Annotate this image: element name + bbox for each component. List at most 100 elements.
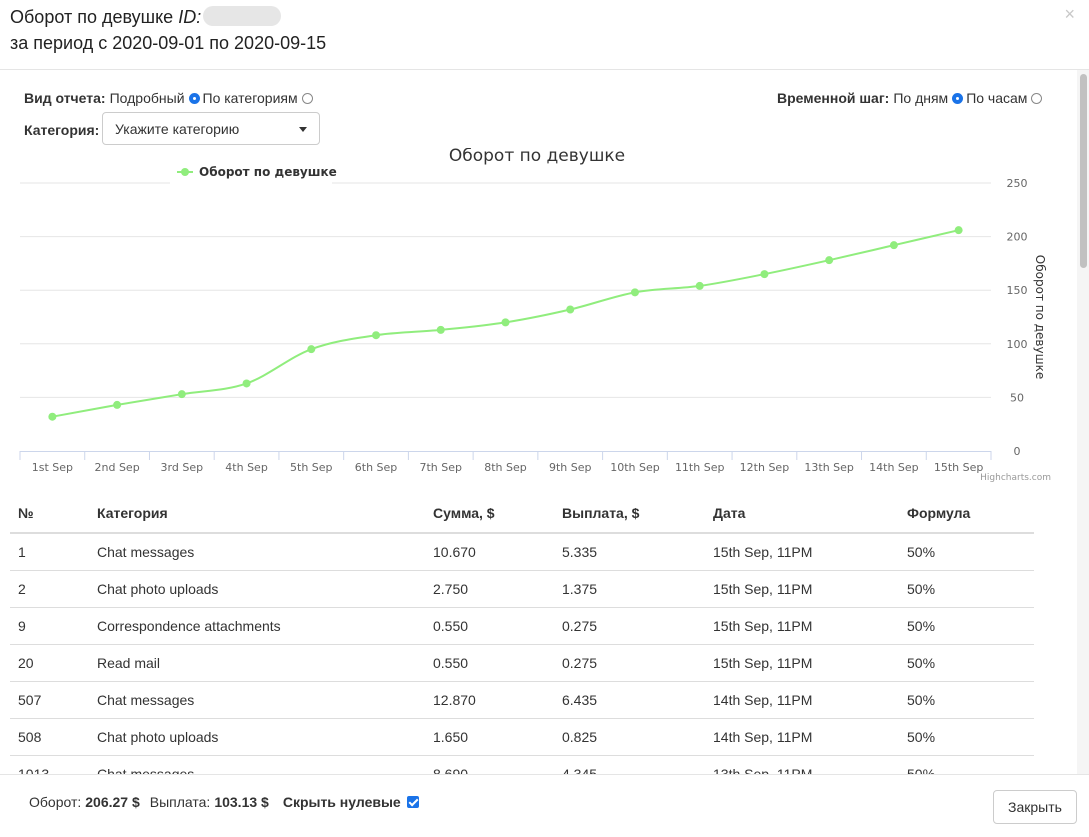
title-text: Оборот по девушке — [10, 7, 174, 27]
cell-formula: 50% — [899, 570, 1034, 608]
payout-label: Выплата: — [149, 794, 211, 810]
payout-value: 103.13 $ — [214, 794, 269, 810]
report-type-group: Вид отчета: Подробный По категориям — [24, 90, 316, 106]
y-tick-label: 100 — [1007, 338, 1028, 351]
data-point — [113, 400, 122, 409]
scrollbar-thumb[interactable] — [1080, 74, 1087, 268]
data-point — [372, 331, 381, 340]
time-option-hours-label[interactable]: По часам — [966, 90, 1028, 106]
x-tick-label: 11th Sep — [675, 461, 725, 474]
x-tick-label: 2nd Sep — [95, 461, 140, 474]
table-row: 507 Chat messages 12.870 6.435 14th Sep,… — [10, 681, 1034, 719]
turnover-chart: Оборот по девушке 0 50 100 150 200 250 1st Sep 2… — [19, 148, 1051, 483]
cell-sum: 2.750 — [425, 570, 554, 608]
cell-number: 1 — [10, 532, 89, 571]
cell-date: 15th Sep, 11PM — [705, 532, 899, 571]
time-option-hours-radio[interactable] — [1031, 92, 1043, 104]
category-label: Категория: — [24, 122, 100, 138]
cell-category: Chat messages — [89, 755, 425, 774]
cell-payout: 0.825 — [554, 718, 705, 756]
x-tick-label: 4th Sep — [225, 461, 268, 474]
table-row: 9 Correspondence attachments 0.550 0.275… — [10, 607, 1034, 645]
cell-number: 507 — [10, 681, 89, 719]
column-header-category[interactable]: Категория — [89, 494, 425, 534]
cell-number: 508 — [10, 718, 89, 756]
hide-zero-label[interactable]: Скрыть нулевые — [282, 794, 401, 810]
time-step-group: Временной шаг: По дням По часам — [777, 90, 1045, 106]
report-option-detailed-radio[interactable] — [188, 92, 200, 104]
data-point — [307, 345, 316, 354]
table-row: 508 Chat photo uploads 1.650 0.825 14th … — [10, 718, 1034, 756]
cell-sum: 0.550 — [425, 607, 554, 645]
category-select[interactable]: Укажите категорию — [102, 112, 320, 145]
cell-payout: 0.275 — [554, 644, 705, 682]
id-label: ID: — [178, 7, 202, 27]
cell-date: 15th Sep, 11PM — [705, 607, 899, 645]
legend-item: Оборот по девушке — [199, 165, 337, 179]
cell-formula: 50% — [899, 607, 1034, 645]
x-tick-label: 7th Sep — [420, 461, 463, 474]
x-tick-label: 12th Sep — [740, 461, 790, 474]
cell-date: 15th Sep, 11PM — [705, 644, 899, 682]
time-option-days-radio[interactable] — [952, 92, 964, 104]
cell-payout: 4.345 — [554, 755, 705, 774]
cell-date: 14th Sep, 11PM — [705, 718, 899, 756]
cell-number: 9 — [10, 607, 89, 645]
cell-sum: 10.670 — [425, 532, 554, 571]
data-point — [436, 325, 445, 334]
cell-category: Chat messages — [89, 681, 425, 719]
cell-formula: 50% — [899, 532, 1034, 571]
close-icon[interactable]: × — [1064, 4, 1075, 24]
cell-category: Chat photo uploads — [89, 718, 425, 756]
data-point — [760, 270, 769, 279]
report-type-label: Вид отчета: — [24, 90, 106, 106]
y-tick-label: 150 — [1007, 284, 1028, 297]
report-option-categories-radio[interactable] — [301, 92, 313, 104]
legend-background — [170, 166, 332, 188]
time-option-days-label[interactable]: По дням — [893, 90, 949, 106]
cell-sum: 1.650 — [425, 718, 554, 756]
data-point — [177, 390, 186, 399]
cell-sum: 12.870 — [425, 681, 554, 719]
cell-payout: 5.335 — [554, 532, 705, 571]
legend-marker — [181, 168, 189, 176]
category-select-value: Укажите категорию — [115, 121, 240, 137]
cell-sum: 8.690 — [425, 755, 554, 774]
report-option-categories-label[interactable]: По категориям — [202, 90, 298, 106]
table-row: 1013 Chat messages 8.690 4.345 13th Sep,… — [10, 755, 1034, 774]
data-point — [954, 226, 963, 235]
cell-category: Correspondence attachments — [89, 607, 425, 645]
column-header-sum[interactable]: Сумма, $ — [425, 494, 554, 534]
table-row: 2 Chat photo uploads 2.750 1.375 15th Se… — [10, 570, 1034, 608]
report-option-detailed-label[interactable]: Подробный — [109, 90, 185, 106]
hide-zero-checkbox[interactable] — [406, 796, 419, 808]
x-tick-label: 8th Sep — [484, 461, 527, 474]
column-header-date[interactable]: Дата — [705, 494, 899, 534]
y-tick-label: 200 — [1007, 231, 1028, 244]
x-tick-label: 5th Sep — [290, 461, 333, 474]
cell-number: 1013 — [10, 755, 89, 774]
cell-formula: 50% — [899, 718, 1034, 756]
cell-payout: 6.435 — [554, 681, 705, 719]
modal-footer: Оборот: 206.27 $ Выплата: 103.13 $ Скрыт… — [0, 774, 1089, 837]
y-tick-label: 50 — [1010, 391, 1024, 404]
column-header-formula[interactable]: Формула — [899, 494, 1034, 534]
data-point — [825, 256, 834, 265]
x-tick-label: 13th Sep — [804, 461, 854, 474]
y-tick-label: 0 — [1014, 445, 1021, 458]
close-button[interactable]: Закрыть — [993, 790, 1077, 824]
cell-date: 14th Sep, 11PM — [705, 681, 899, 719]
cell-category: Read mail — [89, 644, 425, 682]
data-point — [695, 281, 704, 290]
cell-payout: 0.275 — [554, 607, 705, 645]
column-header-payout[interactable]: Выплата, $ — [554, 494, 705, 534]
y-tick-label: 250 — [1007, 177, 1028, 190]
cell-number: 2 — [10, 570, 89, 608]
cell-payout: 1.375 — [554, 570, 705, 608]
x-tick-label: 3rd Sep — [161, 461, 204, 474]
cell-category: Chat photo uploads — [89, 570, 425, 608]
chart-credits: Highcharts.com — [980, 473, 1051, 483]
redacted-id — [203, 6, 282, 26]
cell-number: 20 — [10, 644, 89, 682]
column-header-number[interactable]: № — [10, 494, 89, 534]
